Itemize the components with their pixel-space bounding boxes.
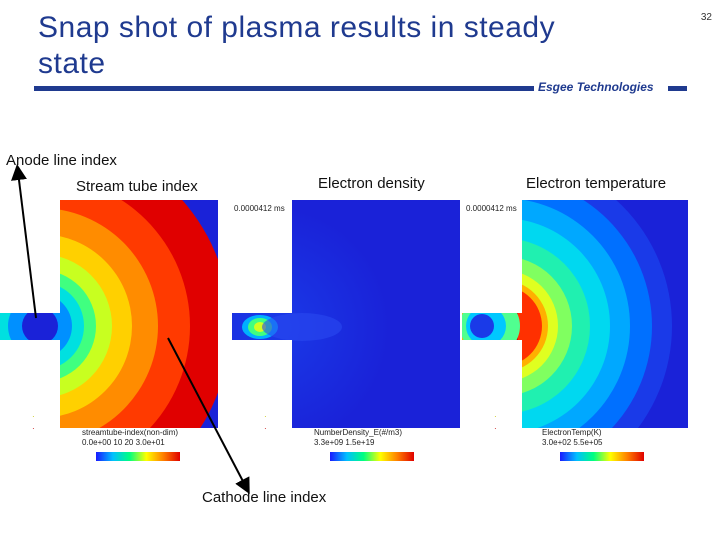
density-range-label: 3.3e+09 1.5e+19 (314, 438, 375, 447)
temperature-colorbar (560, 452, 644, 461)
electron-temperature-plot: · · (462, 200, 692, 440)
streamtube-variable-label: streamtube-index(non-dim) (82, 428, 179, 437)
anode-arrow (11, 164, 37, 319)
company-logo: Esgee Technologies (534, 78, 668, 96)
page-number: 32 (700, 12, 712, 23)
title-rule (34, 86, 687, 91)
electron-density-plot: · · (232, 200, 464, 440)
density-variable-label: NumberDensity_E(#/m3) (314, 428, 403, 437)
streamtube-colorbar (96, 452, 180, 461)
slide-title: Snap shot of plasma results in steady st… (38, 11, 556, 80)
temperature-range-label: 3.0e+02 5.5e+05 (542, 438, 603, 447)
cathode-arrow (167, 337, 250, 495)
streamtube-range-label: 0.0e+00 10 20 3.0e+01 (82, 438, 165, 447)
anode-line-label: Anode line index (6, 152, 117, 169)
cathode-line-label: Cathode line index (202, 489, 327, 506)
density-colorbar (330, 452, 414, 461)
streamtube-plot: · · (0, 200, 232, 440)
temperature-variable-label: ElectronTemp(K) (542, 428, 602, 437)
density-time-label: 0.0000412 ms (234, 204, 285, 213)
electron-temperature-label: Electron temperature (526, 175, 667, 192)
temperature-time-label: 0.0000412 ms (466, 204, 517, 213)
stream-tube-label: Stream tube index (76, 178, 198, 195)
electron-density-label: Electron density (318, 175, 425, 192)
